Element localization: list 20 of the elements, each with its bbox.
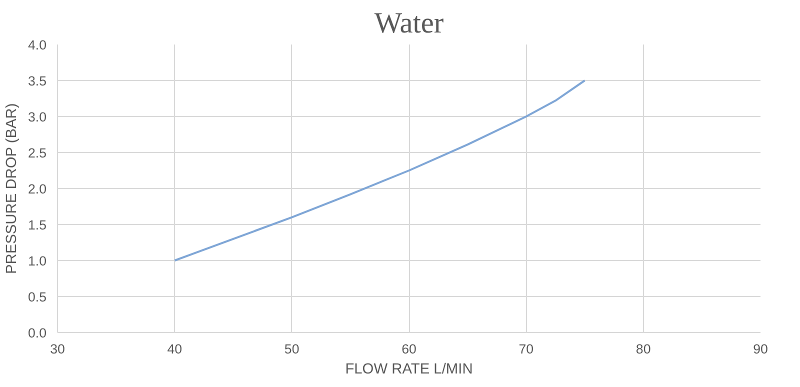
x-tick-label: 40 <box>167 342 182 356</box>
chart-title: Water <box>374 8 444 40</box>
y-tick-label: 4.0 <box>28 38 47 52</box>
y-tick-label: 2.0 <box>28 182 47 196</box>
y-tick-label: 1.5 <box>28 218 47 232</box>
x-tick-label: 30 <box>50 342 65 356</box>
x-tick-label: 80 <box>636 342 651 356</box>
x-tick-label: 70 <box>518 342 534 356</box>
x-tick-label: 90 <box>753 342 768 356</box>
y-tick-label: 3.0 <box>28 110 47 124</box>
y-tick-label: 0.5 <box>28 290 47 304</box>
x-tick-label: 60 <box>402 342 416 356</box>
y-tick-label: 0.0 <box>28 326 47 340</box>
y-tick-label: 1.0 <box>28 254 47 268</box>
y-tick-label: 3.5 <box>28 74 47 88</box>
x-axis-title: FLOW RATE L/MIN <box>345 362 473 378</box>
x-tick-label: 50 <box>284 342 300 356</box>
line-series <box>174 80 586 262</box>
y-tick-label: 2.5 <box>28 146 47 160</box>
y-axis-title: PRESSURE DROP (BAR) <box>4 103 20 274</box>
